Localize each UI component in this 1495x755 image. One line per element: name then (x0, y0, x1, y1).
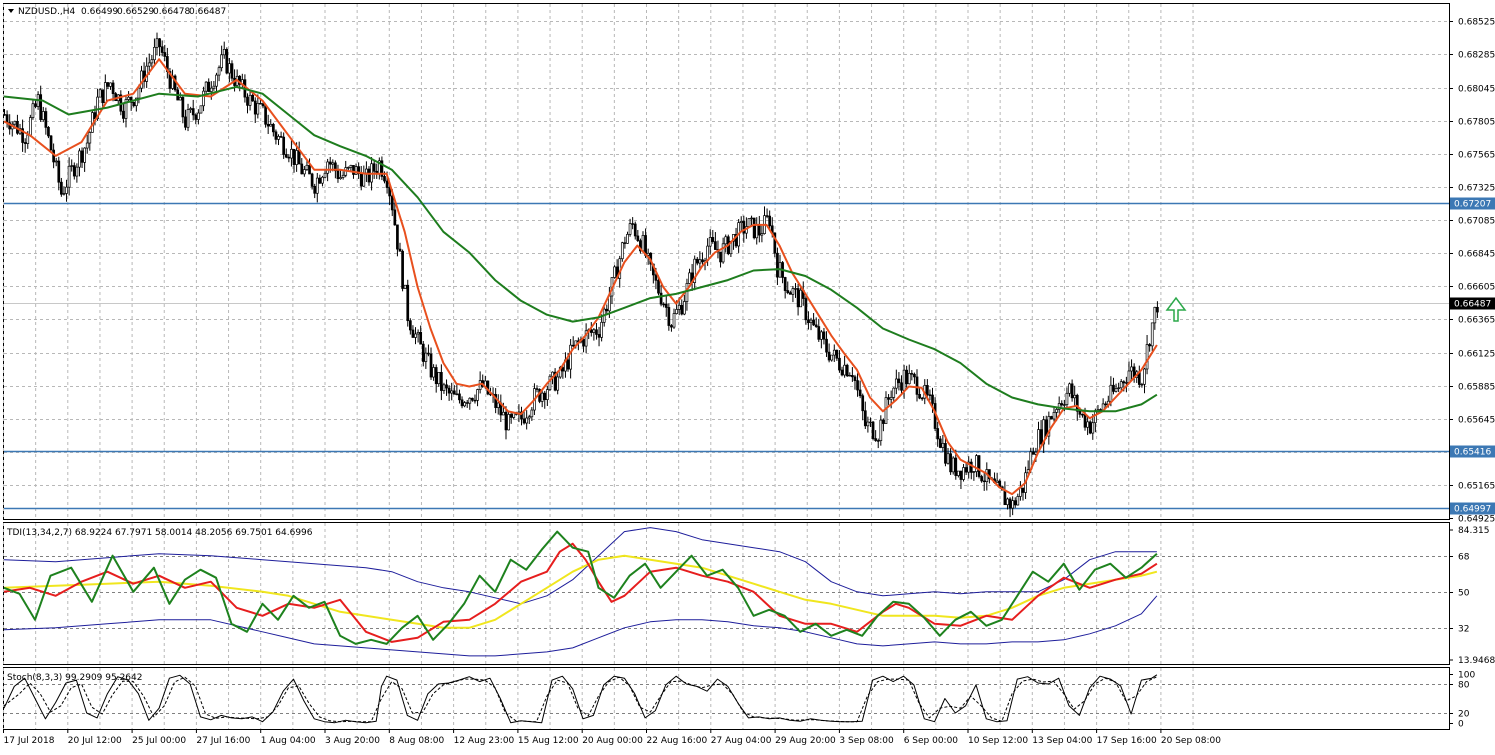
candle (978, 455, 980, 478)
x-tick-label: 12 Aug 23:00 (454, 736, 515, 746)
y-tick-label: 0.64925 (1458, 515, 1495, 525)
x-tick-label: 27 Aug 04:00 (711, 736, 772, 746)
stoch-y-tick-label: 0 (1458, 720, 1464, 730)
ohlc-header: 0.66499 0.66529 0.66478 0.66487 (81, 7, 226, 17)
x-tick-label: 17 Sep 16:00 (1097, 736, 1157, 746)
ohlc-low: 0.66478 (153, 7, 190, 17)
current-price-label: 0.66487 (1454, 300, 1491, 310)
candle (846, 364, 848, 377)
stoch-y-tick-label: 80 (1458, 681, 1470, 691)
y-tick-label: 0.66365 (1458, 316, 1495, 326)
tdi-y-tick-label: 32 (1458, 625, 1469, 635)
y-tick-label: 0.66605 (1458, 283, 1495, 293)
y-tick-label: 0.67565 (1458, 151, 1495, 161)
candle (402, 250, 404, 292)
candle (614, 265, 616, 279)
candle (872, 421, 874, 440)
x-tick-label: 25 Jul 00:00 (132, 736, 186, 746)
tdi-y-tick-label: 13.9468 (1458, 656, 1495, 666)
x-tick-label: 20 Jul 12:00 (68, 736, 122, 746)
y-tick-label: 0.68285 (1458, 51, 1495, 61)
candle (1089, 420, 1091, 434)
y-tick-label: 0.66125 (1458, 350, 1495, 360)
level-price-label: 0.67207 (1454, 200, 1491, 210)
tdi-y-tick-label: 84.315 (1458, 526, 1490, 536)
candle (753, 218, 755, 240)
candle (29, 115, 31, 137)
candle (621, 242, 623, 262)
ohlc-high: 0.66529 (117, 7, 154, 17)
main-panel-frame (4, 4, 1450, 520)
candle (91, 110, 93, 133)
x-tick-label: 17 Jul 2018 (4, 736, 55, 746)
candle (407, 280, 409, 327)
candle (404, 285, 406, 289)
y-tick-label: 0.67325 (1458, 184, 1495, 194)
x-tick-label: 15 Aug 12:00 (518, 736, 579, 746)
y-tick-label: 0.65885 (1458, 383, 1495, 393)
y-tick-label: 0.65645 (1458, 416, 1495, 426)
y-tick-label: 0.67085 (1458, 217, 1495, 227)
candle (508, 412, 510, 431)
x-tick-label: 3 Aug 20:00 (325, 736, 380, 746)
level-price-label: 0.64997 (1454, 505, 1491, 515)
y-tick-label: 0.67805 (1458, 118, 1495, 128)
y-tick-label: 0.65165 (1458, 482, 1495, 492)
x-tick-label: 8 Aug 08:00 (389, 736, 444, 746)
candle (952, 456, 954, 474)
candle (226, 47, 228, 74)
stoch-title: Stoch(8,3,3) 99.2909 95.2642 (7, 673, 142, 683)
x-tick-label: 10 Sep 12:00 (968, 736, 1028, 746)
ohlc-close: 0.66487 (189, 7, 226, 17)
candle (99, 88, 101, 97)
candle (265, 105, 267, 127)
x-tick-label: 3 Sep 08:00 (839, 736, 894, 746)
tdi-title: TDI(13,34,2,7) 68.9224 67.7971 58.0014 4… (6, 528, 313, 538)
y-tick-label: 0.68525 (1458, 18, 1495, 28)
main-title: NZDUSD.,H4 (18, 7, 76, 17)
candle (748, 218, 750, 227)
x-tick-label: 29 Aug 20:00 (775, 736, 836, 746)
x-tick-label: 20 Sep 08:00 (1161, 736, 1221, 746)
candle (231, 60, 233, 81)
x-tick-label: 27 Jul 16:00 (196, 736, 250, 746)
y-tick-label: 0.66845 (1458, 250, 1495, 260)
x-tick-label: 6 Sep 00:00 (904, 736, 959, 746)
candle (200, 106, 202, 114)
tdi-y-tick-label: 50 (1458, 589, 1470, 599)
candle (50, 135, 52, 150)
x-tick-label: 20 Aug 00:00 (582, 736, 643, 746)
x-tick-label: 1 Aug 04:00 (261, 736, 316, 746)
x-tick-label: 13 Sep 04:00 (1032, 736, 1092, 746)
stoch-y-tick-label: 100 (1458, 671, 1475, 681)
stoch-panel-frame (4, 668, 1450, 730)
level-price-label: 0.65416 (1454, 448, 1491, 458)
stoch-y-tick-label: 20 (1458, 710, 1470, 720)
y-tick-label: 0.68045 (1458, 85, 1495, 95)
x-tick-label: 22 Aug 16:00 (647, 736, 708, 746)
ohlc-open: 0.66499 (81, 7, 118, 17)
candle (1050, 416, 1052, 420)
tdi-y-tick-label: 68 (1458, 553, 1470, 563)
